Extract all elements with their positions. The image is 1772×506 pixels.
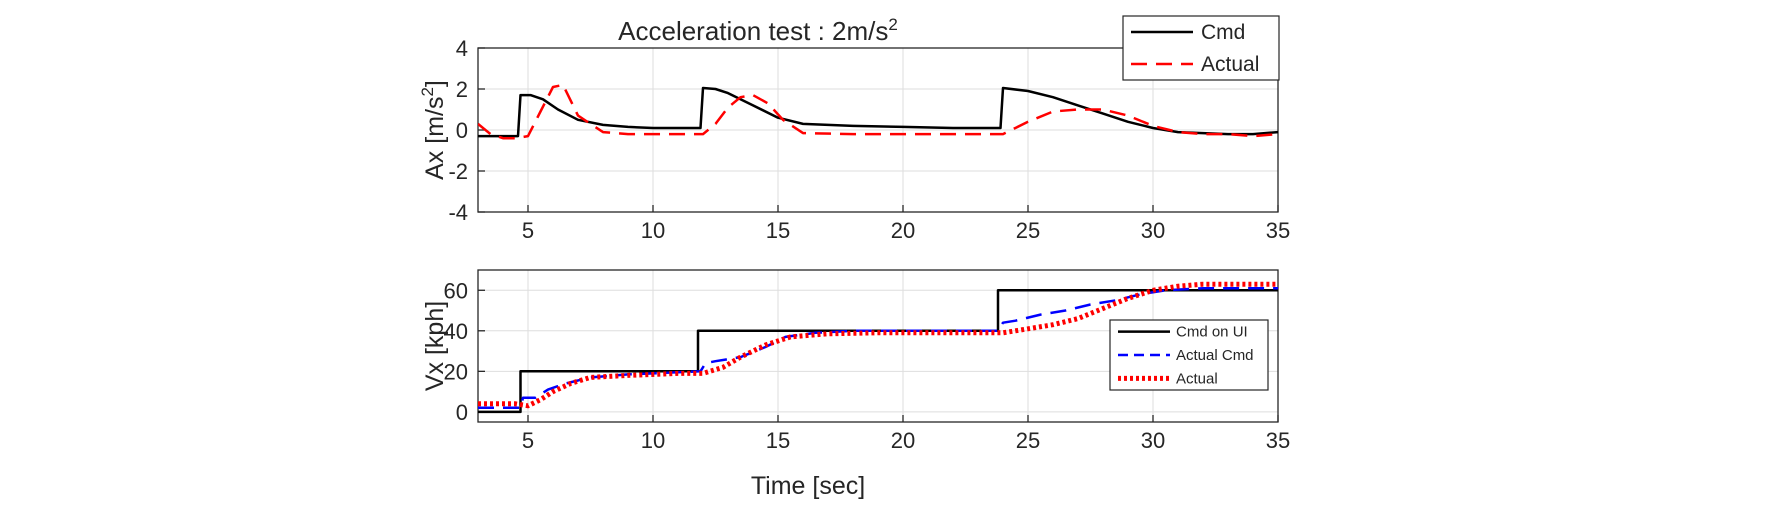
figure-title-superscript: 2 [888,15,897,34]
x-tick-label: 35 [1266,428,1290,453]
y-tick-label: 40 [444,319,468,344]
x-tick-label: 15 [766,218,790,243]
figure-title-main: Acceleration test : 2m/s [618,16,888,46]
x-tick-label: 30 [1141,218,1165,243]
legend-label: Actual [1201,53,1259,76]
figure-title: Acceleration test : 2m/s2 [618,15,898,46]
x-tick-label: 35 [1266,218,1290,243]
legend-label: Actual [1176,370,1218,387]
legend-label: Actual Cmd [1176,347,1254,364]
y-axis-label: Vx [kph] [421,301,449,391]
x-tick-label: 25 [1016,218,1040,243]
series-line-actual [478,83,1278,140]
y-tick-label: 20 [444,359,468,384]
y-tick-label: 0 [456,400,468,425]
x-tick-label: 10 [641,428,665,453]
y-tick-label: 60 [444,278,468,303]
y-tick-label: -2 [448,159,468,184]
x-tick-label: 20 [891,428,915,453]
y-tick-label: 2 [456,77,468,102]
series-line-cmd [478,86,1278,138]
x-tick-label: 30 [1141,428,1165,453]
axes-box [477,269,1279,423]
y-tick-label: -4 [448,200,468,225]
x-tick-label: 5 [522,428,534,453]
acceleration-plot: 5 10 15 20 25 30 35 -4 -2 0 2 4 Ax [m/s2] Cmd Actual [418,15,1290,243]
legend-label: Cmd on UI [1176,324,1248,341]
y-tick-label: 0 [456,118,468,143]
x-tick-label: 25 [1016,428,1040,453]
y-axis-label: Ax [m/s2] [418,80,449,180]
x-tick-label: 10 [641,218,665,243]
x-tick-label: 20 [891,218,915,243]
y-tick-label: 4 [456,36,468,61]
legend-box [1122,15,1280,81]
legend-label: Cmd [1201,21,1245,44]
figure-xlabel: Time [sec] [751,472,865,500]
x-tick-label: 5 [522,218,534,243]
x-tick-label: 15 [766,428,790,453]
